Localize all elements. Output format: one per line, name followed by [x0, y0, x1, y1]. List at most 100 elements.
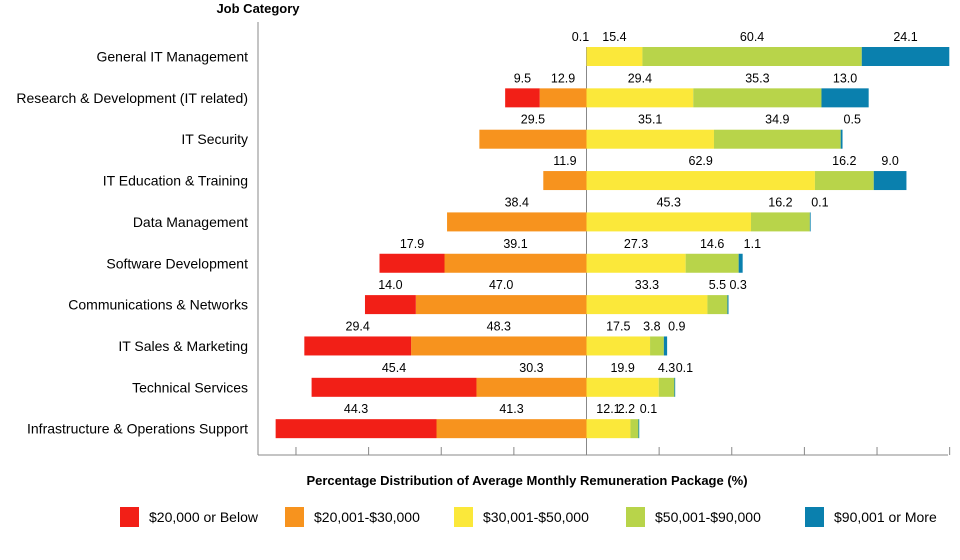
bar-segment	[586, 171, 815, 191]
chart-title: Job Category	[216, 1, 300, 16]
bar-segment	[476, 377, 587, 397]
bar-segment	[586, 253, 686, 273]
bar-segment	[364, 295, 416, 315]
data-label: 3.8	[643, 319, 660, 333]
bar-segment	[505, 88, 540, 108]
data-label: 0.9	[668, 319, 685, 333]
bar-segment	[751, 212, 810, 232]
bar-segment	[707, 295, 728, 315]
bar-segment	[693, 88, 822, 108]
data-label: 19.9	[610, 361, 634, 375]
legend-item: $50,001-$90,000	[626, 507, 761, 527]
legend-label: $50,001-$90,000	[655, 509, 761, 525]
bar-segment	[809, 212, 811, 232]
category-label: Infrastructure & Operations Support	[27, 421, 248, 437]
legend-label: $20,000 or Below	[149, 509, 259, 525]
data-label: 16.2	[768, 195, 792, 209]
data-label: 60.4	[740, 30, 764, 44]
bar-segment	[479, 129, 587, 149]
bar-segment	[630, 419, 639, 439]
bar-segment	[539, 88, 587, 108]
data-label: 14.6	[700, 237, 724, 251]
bar-segment	[304, 336, 412, 356]
data-label: 14.0	[378, 278, 402, 292]
bar-segment	[840, 129, 843, 149]
data-label: 48.3	[487, 319, 511, 333]
axis	[257, 22, 951, 456]
category-label: IT Sales & Marketing	[118, 338, 248, 354]
data-label: 17.9	[400, 237, 424, 251]
bar-segment	[447, 212, 587, 232]
bar-segment	[713, 129, 841, 149]
legend-label: $20,001-$30,000	[314, 509, 420, 525]
data-label: 29.4	[346, 319, 370, 333]
bar-segment	[444, 253, 587, 273]
bar-segment	[311, 377, 477, 397]
legend-label: $90,001 or More	[834, 509, 937, 525]
data-label: 2.2	[618, 402, 635, 416]
data-label: 0.1	[640, 402, 657, 416]
category-label: IT Education & Training	[103, 173, 248, 189]
data-label: 4.3	[658, 361, 675, 375]
legend-item: $20,001-$30,000	[285, 507, 420, 527]
legend-swatch	[805, 507, 824, 527]
legend: $20,000 or Below $20,001-$30,000 $30,001-$…	[120, 507, 937, 527]
bar-segment	[275, 419, 437, 439]
bar-segment	[586, 295, 708, 315]
data-label: 30.3	[519, 361, 543, 375]
bar-segment	[586, 419, 631, 439]
bar-segment	[411, 336, 587, 356]
legend-label: $30,001-$50,000	[483, 509, 589, 525]
data-label: 0.5	[844, 113, 861, 127]
data-label: 9.0	[881, 154, 898, 168]
bar-segment	[658, 377, 675, 397]
legend-item: $30,001-$50,000	[454, 507, 589, 527]
data-label: 5.5	[709, 278, 726, 292]
bar-segment	[415, 295, 587, 315]
data-label: 39.1	[503, 237, 527, 251]
data-label: 12.9	[551, 71, 575, 85]
data-label: 15.4	[602, 30, 626, 44]
bar-segment	[586, 377, 659, 397]
bar-segment	[642, 47, 862, 66]
data-label: 35.1	[638, 113, 662, 127]
data-label: 0.1	[572, 30, 589, 44]
bar-segment	[727, 295, 729, 315]
bar-segment	[685, 253, 739, 273]
bars	[275, 47, 950, 439]
data-label: 1.1	[744, 237, 761, 251]
bar-segment	[586, 47, 643, 66]
legend-item: $90,001 or More	[805, 507, 937, 527]
data-label: 24.1	[893, 30, 917, 44]
legend-swatch	[454, 507, 473, 527]
data-label: 45.4	[382, 361, 406, 375]
data-label: 44.3	[344, 402, 368, 416]
bar-segment	[379, 253, 445, 273]
legend-swatch	[120, 507, 139, 527]
data-label: 34.9	[765, 113, 789, 127]
bar-segment	[738, 253, 743, 273]
category-label: Communications & Networks	[68, 297, 248, 313]
bar-segment	[543, 171, 587, 191]
data-label: 27.3	[624, 237, 648, 251]
bar-segment	[650, 336, 664, 356]
data-label: 35.3	[745, 71, 769, 85]
bar-segment	[674, 377, 676, 397]
bar-segment	[821, 88, 869, 108]
data-label: 33.3	[635, 278, 659, 292]
category-label: IT Security	[181, 131, 248, 147]
legend-swatch	[285, 507, 304, 527]
bar-segment	[586, 88, 694, 108]
data-label: 29.4	[628, 71, 652, 85]
data-label: 47.0	[489, 278, 513, 292]
data-label: 9.5	[514, 71, 531, 85]
bar-segment	[873, 171, 907, 191]
data-label: 11.9	[553, 154, 576, 168]
data-label: 12.1	[596, 402, 620, 416]
data-label: 17.5	[606, 319, 630, 333]
data-label: 0.1	[811, 195, 828, 209]
data-label: 13.0	[833, 71, 857, 85]
bar-segment	[586, 129, 714, 149]
data-label: 0.3	[729, 278, 746, 292]
